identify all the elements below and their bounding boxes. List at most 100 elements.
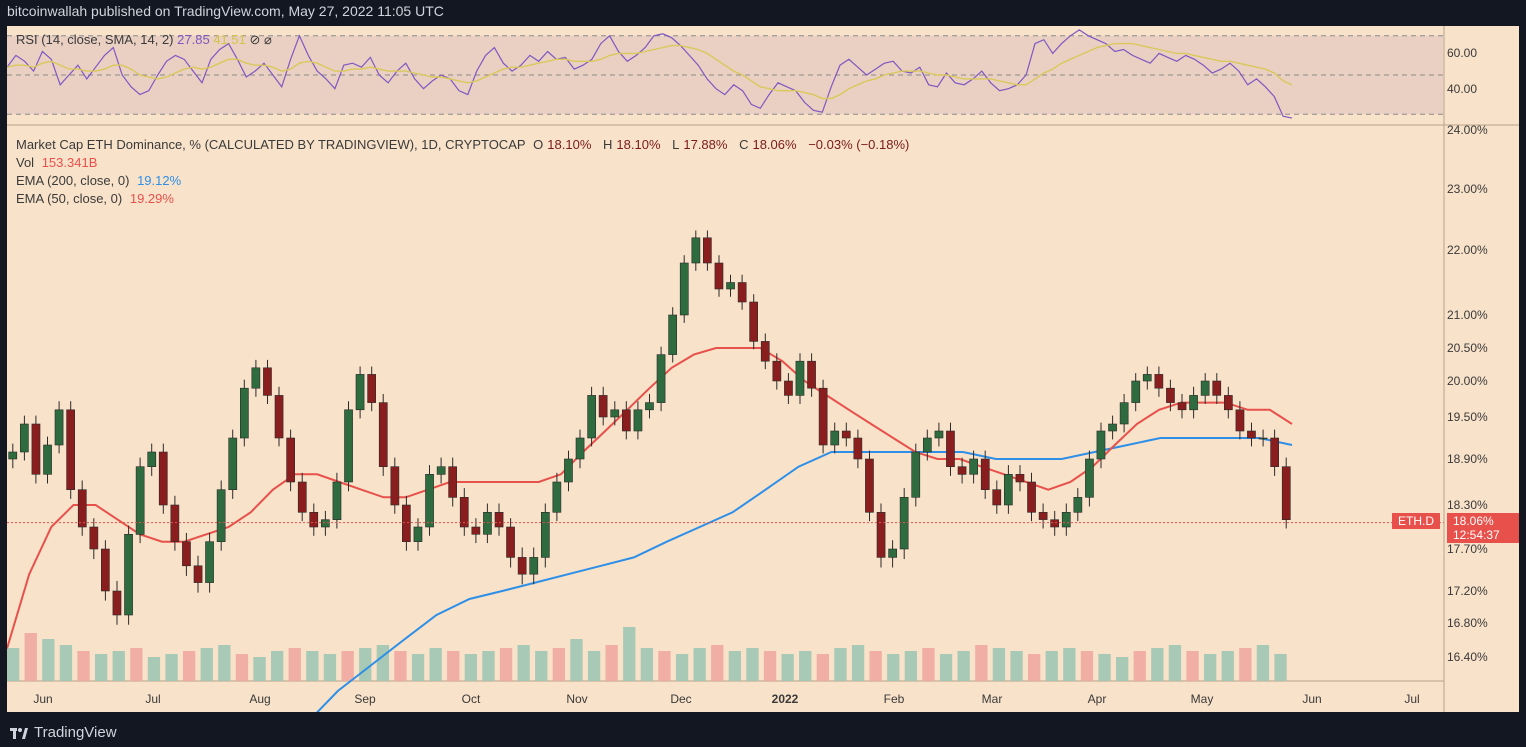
high-value: 18.10% bbox=[616, 137, 661, 152]
volume-bar bbox=[271, 651, 284, 681]
candle-body bbox=[1038, 511, 1048, 520]
symbol-title: Market Cap ETH Dominance, % (CALCULATED … bbox=[16, 137, 526, 152]
time-axis-label: Jul bbox=[145, 692, 161, 706]
candle-body bbox=[702, 237, 712, 264]
candle-body bbox=[1200, 380, 1210, 396]
volume-bar bbox=[728, 651, 741, 681]
price-pane bbox=[7, 230, 1444, 712]
symbol-tag: ETH.D bbox=[1392, 513, 1440, 529]
candle-body bbox=[946, 430, 955, 468]
volume-label: Vol bbox=[16, 155, 35, 170]
volume-bar bbox=[77, 651, 90, 681]
candle-body bbox=[957, 466, 967, 475]
candle-body bbox=[448, 466, 458, 498]
volume-bar bbox=[1028, 654, 1041, 681]
candle-body bbox=[158, 451, 168, 506]
candle-body bbox=[922, 437, 932, 453]
candle-body bbox=[332, 481, 342, 521]
candle-body bbox=[413, 526, 423, 542]
candle-body bbox=[170, 504, 180, 543]
price-axis-label: 17.70% bbox=[1447, 542, 1488, 556]
volume-bar bbox=[24, 633, 37, 681]
candle-body bbox=[1085, 458, 1094, 498]
volume-bar bbox=[341, 651, 354, 681]
volume-bar bbox=[1186, 651, 1199, 681]
volume-row: Vol 153.341B bbox=[16, 154, 913, 172]
candle-body bbox=[459, 496, 469, 528]
candle-body bbox=[274, 395, 284, 439]
volume-bar bbox=[112, 651, 125, 681]
volume-bar bbox=[746, 648, 759, 681]
candle-body bbox=[228, 437, 238, 491]
candle-body bbox=[471, 526, 481, 535]
volume-bar bbox=[130, 648, 143, 681]
candle-body bbox=[656, 354, 666, 403]
rsi-band bbox=[7, 35, 1443, 115]
candle-body bbox=[529, 557, 539, 575]
time-axis-label: Aug bbox=[249, 692, 271, 706]
volume-bar bbox=[851, 645, 865, 681]
volume-bar bbox=[781, 654, 794, 681]
volume-bar bbox=[147, 657, 161, 681]
candle-body bbox=[737, 282, 747, 303]
volume-bar bbox=[1151, 648, 1164, 681]
rsi-sma-line bbox=[7, 42, 1293, 100]
candle-body bbox=[1258, 437, 1268, 440]
candle-body bbox=[830, 430, 840, 446]
candle-body bbox=[1142, 374, 1152, 382]
time-axis-label: Dec bbox=[670, 692, 692, 706]
candle-body bbox=[1131, 380, 1141, 403]
last-price: 18.06% bbox=[1453, 514, 1494, 528]
candle-body bbox=[1212, 380, 1222, 396]
volume-bar bbox=[1045, 651, 1058, 681]
volume-bar bbox=[975, 645, 988, 681]
price-axis-label: 22.00% bbox=[1447, 243, 1488, 257]
volume-bar bbox=[200, 648, 213, 681]
candle-body bbox=[251, 367, 261, 389]
candle-body bbox=[911, 451, 921, 498]
rsi-axis-60: 60.00 bbox=[1447, 46, 1478, 60]
candle-body bbox=[610, 409, 620, 418]
volume-bar bbox=[922, 648, 935, 681]
volume-bar bbox=[535, 651, 548, 681]
close-value: 18.06% bbox=[752, 137, 797, 152]
volume-bar bbox=[517, 645, 530, 681]
candle-body bbox=[1015, 473, 1025, 483]
candle-body bbox=[182, 541, 191, 567]
eye-icon[interactable]: ⊘ bbox=[249, 32, 261, 47]
open-value: 18.10% bbox=[547, 137, 592, 152]
candle-body bbox=[969, 458, 978, 475]
candle-body bbox=[506, 526, 515, 558]
volume-bar bbox=[323, 654, 337, 681]
candle-body bbox=[286, 437, 296, 483]
candle-body bbox=[43, 444, 52, 475]
volume-value: 153.341B bbox=[41, 155, 98, 170]
price-axis-label: 19.50% bbox=[1447, 410, 1488, 424]
volume-bar bbox=[693, 648, 706, 681]
candle-body bbox=[367, 374, 377, 403]
volume-bar bbox=[253, 657, 266, 681]
candle-body bbox=[355, 374, 365, 411]
price-axis-label: 17.20% bbox=[1447, 584, 1488, 598]
candle-body bbox=[1096, 430, 1106, 460]
candle-body bbox=[714, 262, 724, 290]
volume-bar bbox=[411, 654, 425, 681]
price-axis-label: 24.00% bbox=[1447, 123, 1488, 137]
volume-bar bbox=[957, 651, 970, 681]
hide-icon[interactable]: ⌀ bbox=[264, 32, 272, 47]
volume-bar bbox=[376, 645, 389, 681]
candle-body bbox=[645, 402, 654, 411]
rsi-value: 27.85 bbox=[177, 32, 210, 47]
volume-bar bbox=[183, 651, 196, 681]
volume-bar bbox=[1010, 651, 1023, 681]
main-legend: Market Cap ETH Dominance, % (CALCULATED … bbox=[16, 136, 913, 208]
candle-body bbox=[66, 409, 75, 490]
candle-body bbox=[378, 402, 388, 468]
volume-bar bbox=[1098, 654, 1111, 681]
volume-bar bbox=[552, 648, 565, 681]
volume-bar bbox=[799, 651, 812, 681]
volume-bar bbox=[394, 651, 407, 681]
candle-body bbox=[1247, 430, 1256, 439]
candle-body bbox=[807, 360, 816, 389]
price-axis-label: 23.00% bbox=[1447, 182, 1488, 196]
